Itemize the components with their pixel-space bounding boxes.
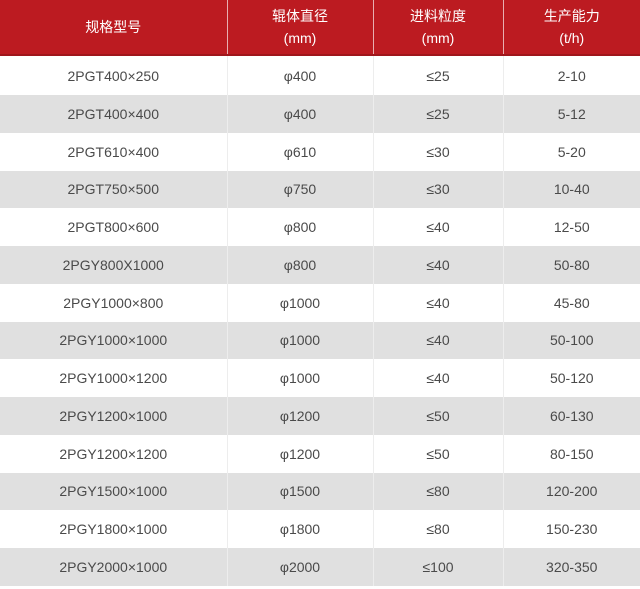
- column-header-label: 辊体直径: [272, 8, 328, 24]
- column-header-unit: (mm): [283, 30, 317, 46]
- cell: 2-10: [557, 67, 586, 84]
- cell: ≤40: [373, 246, 504, 284]
- table-row: 2PGY2000×1000 φ2000 ≤100 320-350: [0, 548, 640, 586]
- table-row: 2PGY1800×1000 φ1800 ≤80 150-230: [0, 510, 640, 549]
- cell: 50-80: [553, 256, 590, 273]
- cell: 5-20: [557, 143, 586, 160]
- cell: ≤40: [373, 321, 504, 360]
- cell: 150-230: [546, 521, 598, 538]
- cell: 5-12: [557, 105, 586, 122]
- column-header-3: 生产能力 (t/h): [503, 0, 640, 56]
- cell: φ400: [227, 55, 374, 96]
- cell: ≤50: [373, 397, 504, 435]
- table-row: 2PGY1200×1000 φ1200 ≤50 60-130: [0, 397, 640, 435]
- table-row: 2PGY1000×1200 φ1000 ≤40 50-120: [0, 359, 640, 398]
- column-header-0: 规格型号: [0, 0, 228, 56]
- cell: 50-120: [549, 370, 594, 387]
- cell: 45-80: [553, 294, 590, 311]
- cell: φ2000: [227, 548, 374, 586]
- cell: ≤50: [373, 434, 504, 473]
- table-row: 2PGY1000×800 φ1000 ≤40 45-80: [0, 283, 640, 322]
- cell: 2PGT400×400: [0, 95, 228, 133]
- column-header-unit: (t/h): [559, 30, 585, 46]
- cell: ≤100: [373, 548, 504, 586]
- cell: φ800: [227, 246, 374, 284]
- column-header-1: 辊体直径 (mm): [227, 0, 374, 56]
- column-header-label: 生产能力: [543, 8, 600, 24]
- table-row: 2PGY800X1000 φ800 ≤40 50-80: [0, 246, 640, 284]
- cell: 60-130: [549, 407, 594, 424]
- table-row: 2PGY1000×1000 φ1000 ≤40 50-100: [0, 321, 640, 360]
- cell: φ400: [227, 95, 374, 133]
- cell: φ610: [227, 132, 374, 171]
- cell: φ800: [227, 208, 374, 247]
- column-header-label: 规格型号: [85, 19, 142, 35]
- table-row: 2PGY1500×1000 φ1500 ≤80 120-200: [0, 472, 640, 511]
- cell: 2PGT800×600: [0, 208, 228, 247]
- cell: ≤40: [373, 208, 504, 247]
- cell: φ1000: [227, 283, 374, 322]
- cell: ≤80: [373, 472, 504, 511]
- table-row: 2PGT750×500 φ750 ≤30 10-40: [0, 170, 640, 209]
- cell: ≤40: [373, 283, 504, 322]
- cell: 320-350: [546, 559, 598, 576]
- column-header-2: 进料粒度 (mm): [373, 0, 504, 56]
- cell: ≤30: [373, 132, 504, 171]
- cell: 2PGY1500×1000: [0, 472, 228, 511]
- cell: φ1800: [227, 510, 374, 549]
- cell: ≤25: [373, 95, 504, 133]
- header-row: 规格型号 辊体直径 (mm) 进料粒度 (mm) 生产能力 (t/h): [0, 0, 640, 56]
- cell: ≤80: [373, 510, 504, 549]
- table-row: 2PGT800×600 φ800 ≤40 12-50: [0, 208, 640, 247]
- cell: 2PGT750×500: [0, 170, 228, 209]
- table-row: 2PGT610×400 φ610 ≤30 5-20: [0, 132, 640, 171]
- table-row: 2PGY1200×1200 φ1200 ≤50 80-150: [0, 434, 640, 473]
- cell: 2PGY1200×1000: [0, 397, 228, 435]
- cell: 2PGY1000×1000: [0, 321, 228, 360]
- column-header-label: 进料粒度: [410, 8, 466, 24]
- cell: φ1200: [227, 397, 374, 435]
- cell: 10-40: [553, 181, 590, 198]
- table-body: 2PGT400×250 φ400 ≤25 2-10 2PGT400×400 φ400 ≤25…: [0, 55, 640, 586]
- cell: φ750: [227, 170, 374, 209]
- column-header-unit: (mm): [421, 30, 455, 46]
- cell: 2PGY1800×1000: [0, 510, 228, 549]
- cell: 2PGT400×250: [0, 55, 228, 96]
- cell: ≤30: [373, 170, 504, 209]
- cell: φ1200: [227, 434, 374, 473]
- cell: φ1000: [227, 359, 374, 398]
- cell: φ1500: [227, 472, 374, 511]
- cell: φ1000: [227, 321, 374, 360]
- table-row: 2PGT400×400 φ400 ≤25 5-12: [0, 95, 640, 133]
- cell: 120-200: [546, 483, 598, 500]
- cell: 2PGY1000×800: [0, 283, 228, 322]
- cell: 12-50: [553, 219, 590, 236]
- table-header: 规格型号 辊体直径 (mm) 进料粒度 (mm) 生产能力 (t/h): [0, 0, 640, 56]
- cell: 2PGY2000×1000: [0, 548, 228, 586]
- cell: 2PGY1000×1200: [0, 359, 228, 398]
- cell: 2PGY800X1000: [0, 246, 228, 284]
- cell: 2PGY1200×1200: [0, 434, 228, 473]
- cell: ≤25: [373, 55, 504, 96]
- table-row: 2PGT400×250 φ400 ≤25 2-10: [0, 55, 640, 96]
- cell: 50-100: [549, 332, 594, 349]
- cell: ≤40: [373, 359, 504, 398]
- cell: 80-150: [549, 445, 594, 462]
- cell: 2PGT610×400: [0, 132, 228, 171]
